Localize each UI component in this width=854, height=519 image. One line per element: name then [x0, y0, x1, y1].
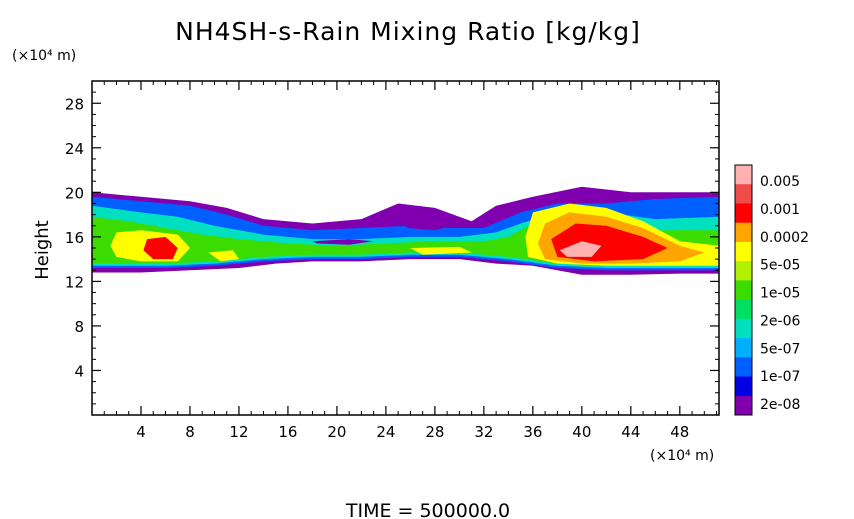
mixing-ratio-field [92, 186, 719, 275]
x-tick-label: 4 [136, 423, 146, 441]
x-axis: 4 8 12 16 20 24 28 32 36 40 44 48 [103, 81, 718, 441]
colorbar-label: 0.0002 [760, 230, 809, 246]
colorbar-label: 2e-08 [760, 397, 800, 413]
colorbar-swatch [735, 184, 752, 204]
colorbar-swatch [735, 241, 752, 262]
colorbar-swatch [735, 395, 752, 416]
colorbar-swatch [735, 203, 752, 224]
colorbar: 0.005 0.001 0.0002 5e-05 1e-05 2e-06 5e-07 1e-0… [734, 164, 809, 416]
colorbar-swatch [735, 376, 752, 397]
y-tick-label: 16 [65, 229, 84, 247]
x-tick-label: 8 [185, 423, 195, 441]
colorbar-swatch [735, 357, 752, 377]
x-tick-label: 32 [474, 423, 493, 441]
x-tick-label: 16 [278, 423, 297, 441]
contour-purple-patch-center [400, 211, 462, 231]
x-tick-label: 20 [327, 423, 346, 441]
y-tick-label: 8 [74, 318, 84, 336]
y-axis-label: Height [32, 220, 53, 280]
y-tick-label: 20 [65, 184, 84, 202]
x-tick-label: 48 [670, 423, 689, 441]
x-tick-label: 40 [572, 423, 591, 441]
contour-red-west [143, 236, 178, 260]
y-axis: 4 8 12 16 20 24 28 [65, 91, 719, 405]
colorbar-swatch [735, 338, 752, 358]
x-tick-label: 36 [523, 423, 542, 441]
contour-purple-patch-left [312, 239, 374, 245]
x-tick-label: 24 [376, 423, 395, 441]
colorbar-swatch [735, 165, 752, 185]
colorbar-frame [734, 164, 753, 416]
colorbar-label: 0.001 [760, 202, 800, 218]
colorbar-swatch [735, 261, 752, 281]
colorbar-swatch [735, 280, 752, 301]
colorbar-label: 5e-07 [760, 341, 800, 357]
x-unit-label: (×10⁴ m) [650, 448, 714, 464]
colorbar-swatch [735, 222, 752, 243]
colorbar-label: 2e-06 [760, 313, 800, 329]
y-tick-label: 24 [65, 140, 84, 158]
colorbar-swatch [735, 318, 752, 339]
colorbar-swatch [735, 299, 752, 320]
y-tick-label: 4 [74, 362, 84, 380]
x-tick-label: 12 [229, 423, 248, 441]
y-unit-label: (×10⁴ m) [12, 48, 76, 64]
colorbar-label: 5e-05 [760, 258, 800, 274]
contour-yellow-mid [208, 250, 239, 262]
time-footer: TIME = 500000.0 [345, 500, 510, 519]
colorbar-label: 0.005 [760, 174, 800, 190]
contour-yellow-center [410, 246, 472, 255]
chart-title: NH4SH-s-Rain Mixing Ratio [kg/kg] [175, 17, 641, 46]
y-tick-label: 12 [65, 273, 84, 291]
colorbar-label: 1e-05 [760, 286, 800, 302]
colorbar-label: 1e-07 [760, 369, 800, 385]
y-tick-label: 28 [65, 95, 84, 113]
x-tick-label: 28 [425, 423, 444, 441]
contour-pink-core [559, 241, 602, 257]
x-tick-label: 44 [621, 423, 640, 441]
